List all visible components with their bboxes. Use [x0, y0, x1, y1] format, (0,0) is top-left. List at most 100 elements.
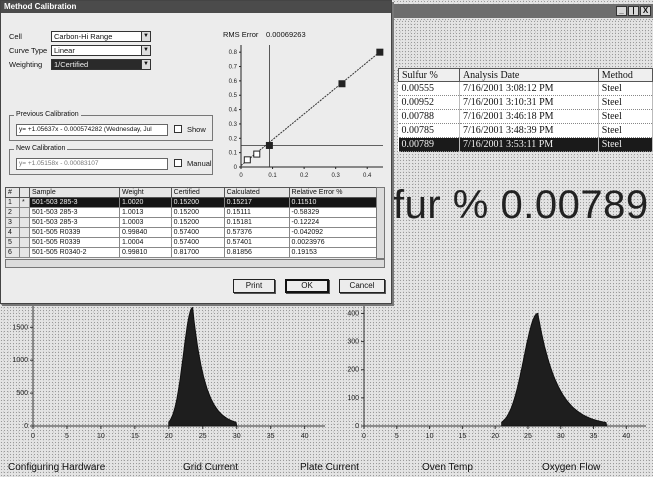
x-tick-label: 0.3 — [331, 173, 340, 179]
x-tick-label: 5 — [395, 433, 399, 440]
main-title-bar: _ | X — [392, 4, 653, 18]
table-row[interactable]: 0.00785 7/16/2001 3:48:39 PM Steel — [398, 123, 653, 138]
cell-relative-error: 0.11510 — [288, 197, 386, 208]
x-tick-label: 0 — [239, 173, 243, 179]
cell-analysis-date: 7/16/2001 3:46:18 PM — [459, 109, 599, 124]
table-row[interactable]: 0.00788 7/16/2001 3:46:18 PM Steel — [398, 109, 653, 124]
chevron-down-icon[interactable]: ▼ — [141, 46, 150, 55]
previous-formula-field: y= +1.05637x - 0.000574282 (Wednesday, J… — [16, 124, 168, 136]
x-tick-label: 20 — [491, 433, 499, 440]
cell-calculated: 0.81856 — [223, 247, 290, 258]
grid-row[interactable]: 2 501-503 285-3 1.0013 0.15200 0.15111 -… — [5, 207, 386, 218]
show-checkbox[interactable] — [174, 125, 182, 133]
y-tick-label: 400 — [347, 310, 359, 317]
column-header-sample[interactable]: Sample — [29, 187, 120, 198]
curve-type-select[interactable]: Linear ▼ — [51, 45, 151, 56]
manual-checkbox[interactable] — [174, 159, 182, 167]
row-marker — [19, 247, 30, 258]
table-row[interactable]: 0.00555 7/16/2001 3:08:12 PM Steel — [398, 81, 653, 96]
column-header-relative-error[interactable]: Relative Error % — [288, 187, 386, 198]
cell-certified: 0.81700 — [170, 247, 225, 258]
table-row[interactable]: 0.00952 7/16/2001 3:10:31 PM Steel — [398, 95, 653, 110]
new-formula-field: y= +1.05158x - 0.00083107 — [16, 158, 168, 170]
cell-select[interactable]: Carbon-Hi Range ▼ — [51, 31, 151, 42]
cell-sulfur: 0.00789 — [398, 137, 460, 152]
column-header-certified[interactable]: Certified — [170, 187, 225, 198]
weighting-select[interactable]: 1/Certified ▼ — [51, 59, 151, 70]
data-point — [265, 141, 273, 149]
grid-row[interactable]: 5 501-505 R0339 1.0004 0.57400 0.57401 0… — [5, 237, 386, 248]
grid-row[interactable]: 4 501-505 R0339 0.99840 0.57400 0.57376 … — [5, 227, 386, 238]
grid-row[interactable]: 3 501-503 285-3 1.0003 0.15200 0.15181 -… — [5, 217, 386, 228]
x-tick-label: 20 — [165, 433, 173, 440]
calibration-grid[interactable]: # Sample Weight Certified Calculated Rel… — [5, 187, 386, 258]
table-row-selected[interactable]: 0.00789 7/16/2001 3:53:11 PM Steel — [398, 137, 653, 152]
status-oven-temp[interactable]: Oven Temp — [422, 462, 473, 473]
cell-method: Steel — [598, 81, 653, 96]
cancel-button[interactable]: Cancel — [339, 279, 385, 293]
cell-calculated: 0.57376 — [223, 227, 290, 238]
column-header-number[interactable]: # — [5, 187, 20, 198]
x-tick-label: 15 — [458, 433, 466, 440]
cell-sulfur: 0.00788 — [398, 109, 460, 124]
row-marker — [19, 207, 30, 218]
ok-button[interactable]: OK — [285, 279, 329, 293]
grid-row-selected[interactable]: 1 * 501-503 285-3 1.0020 0.15200 0.15217… — [5, 197, 386, 208]
status-oxygen-flow[interactable]: Oxygen Flow — [542, 462, 601, 473]
x-tick-label: 40 — [622, 433, 630, 440]
x-tick-label: 0.1 — [268, 173, 277, 179]
cell-relative-error: 0.19153 — [288, 247, 386, 258]
y-tick-label: 100 — [347, 395, 359, 402]
grid-row[interactable]: 6 501-505 R0340-2 0.99810 0.81700 0.8185… — [5, 247, 386, 258]
cell-sulfur: 0.00555 — [398, 81, 460, 96]
cell-sulfur: 0.00952 — [398, 95, 460, 110]
column-header-analysis-date[interactable]: Analysis Date — [458, 68, 599, 82]
data-point — [338, 80, 346, 88]
cell-analysis-date: 7/16/2001 3:10:31 PM — [459, 95, 599, 110]
grid-horizontal-scrollbar[interactable] — [5, 259, 385, 268]
print-button[interactable]: Print — [233, 279, 275, 293]
y-tick-label: 0.8 — [229, 50, 238, 56]
previous-calibration-title: Previous Calibration — [14, 111, 81, 118]
chevron-down-icon[interactable]: ▼ — [141, 32, 150, 41]
cell-calculated: 0.15217 — [223, 197, 290, 208]
cell-calculated: 0.57401 — [223, 237, 290, 248]
weighting-select-value: 1/Certified — [54, 60, 89, 69]
status-grid-current[interactable]: Grid Current — [183, 462, 239, 473]
cell-method: Steel — [598, 109, 653, 124]
window-controls: _ | X — [616, 6, 651, 16]
dialog-title: Method Calibration — [1, 1, 391, 13]
method-calibration-dialog: Method Calibration Cell Carbon-Hi Range … — [0, 0, 392, 304]
y-tick-label: 300 — [347, 339, 359, 346]
column-header-sulfur[interactable]: Sulfur % — [398, 68, 460, 82]
curve-type-label: Curve Type — [9, 46, 48, 55]
column-header-weight[interactable]: Weight — [119, 187, 172, 198]
status-plate-current[interactable]: Plate Current — [300, 462, 359, 473]
y-tick-label: 1000 — [12, 357, 28, 364]
cell-method: Steel — [598, 137, 653, 152]
cell-label: Cell — [9, 32, 22, 41]
sulfur-readout: fur % 0.00789 — [393, 183, 649, 227]
cell-sample: 501-503 285-3 — [29, 207, 120, 218]
y-tick-label: 0.7 — [229, 65, 238, 71]
y-tick-label: 0.1 — [229, 151, 238, 157]
maximize-button[interactable]: | — [628, 6, 639, 16]
y-tick-label: 0 — [234, 165, 238, 171]
x-tick-label: 35 — [267, 433, 275, 440]
x-tick-label: 25 — [524, 433, 532, 440]
column-header-calculated[interactable]: Calculated — [223, 187, 290, 198]
cell-analysis-date: 7/16/2001 3:48:39 PM — [459, 123, 599, 138]
x-tick-label: 0.2 — [300, 173, 309, 179]
peak-area — [168, 306, 238, 427]
cell-calculated: 0.15181 — [223, 217, 290, 228]
chevron-down-icon[interactable]: ▼ — [141, 60, 150, 69]
minimize-button[interactable]: _ — [616, 6, 627, 16]
grid-vertical-scrollbar[interactable] — [376, 187, 385, 259]
y-tick-label: 200 — [347, 367, 359, 374]
cell-weight: 1.0003 — [119, 217, 172, 228]
close-button[interactable]: X — [640, 6, 651, 16]
column-header-method[interactable]: Method — [597, 68, 653, 82]
results-table[interactable]: Sulfur % Analysis Date Method 0.00555 7/… — [398, 68, 653, 152]
weighting-label: Weighting — [9, 60, 43, 69]
status-bar: Configuring Hardware Grid Current Plate … — [0, 459, 653, 477]
